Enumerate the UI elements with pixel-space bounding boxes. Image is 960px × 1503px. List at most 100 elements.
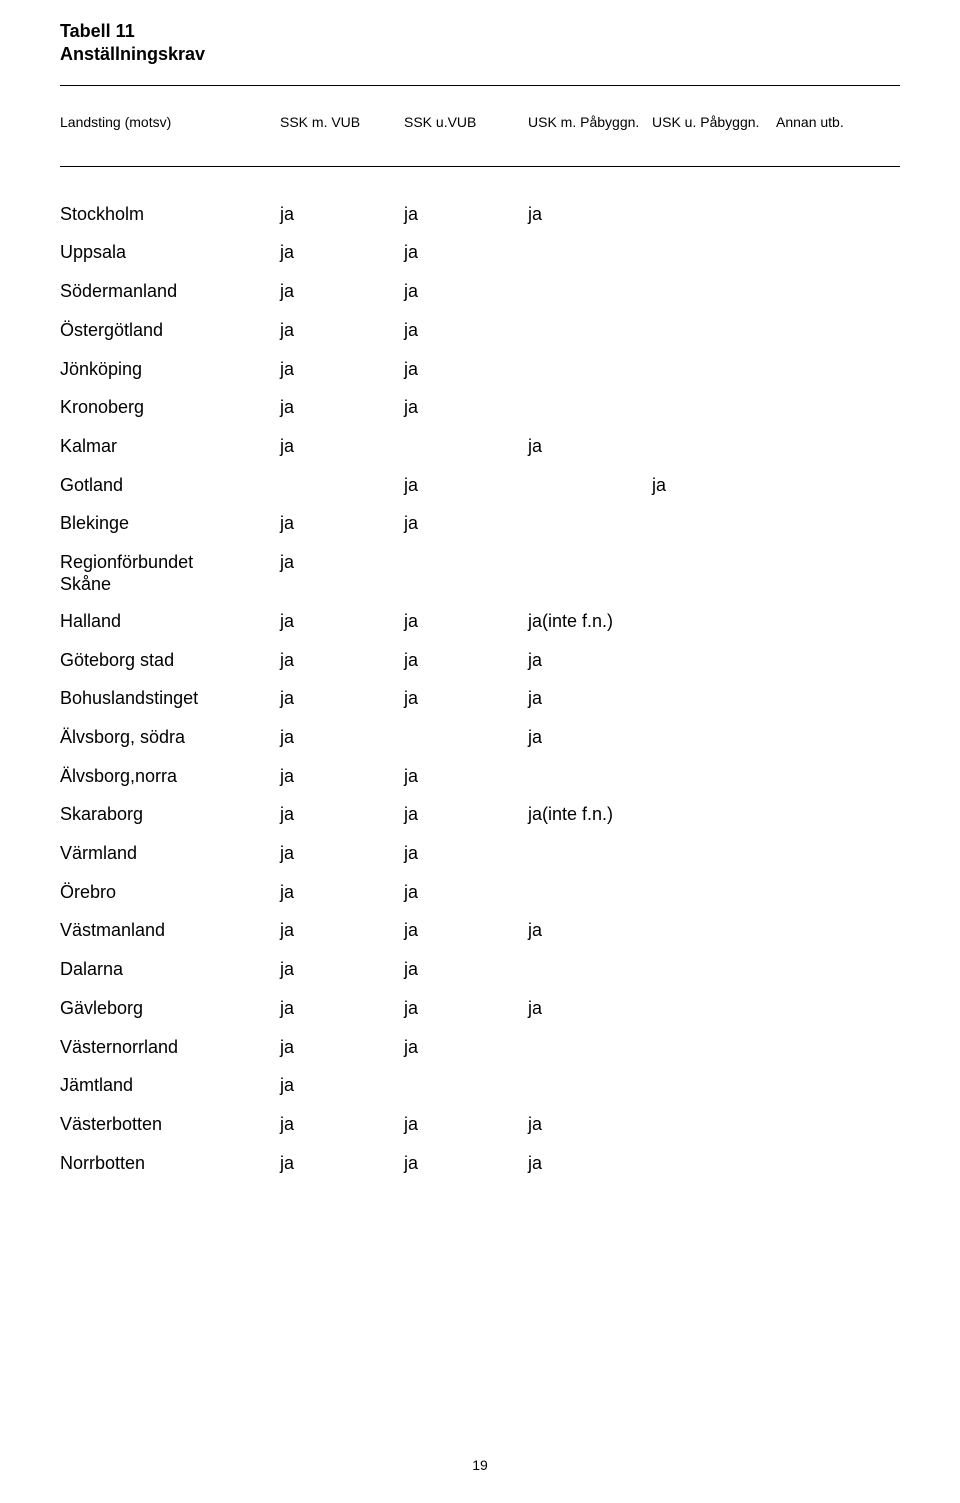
cell-name: Södermanland: [60, 272, 280, 311]
cell-c3: ja: [528, 989, 652, 1028]
table-row: Norrbottenjajaja: [60, 1144, 900, 1183]
cell-name: Gävleborg: [60, 989, 280, 1028]
cell-name: Bohuslandstinget: [60, 679, 280, 718]
table-row: Stockholmjajaja: [60, 195, 900, 234]
cell-name: Norrbotten: [60, 1144, 280, 1183]
cell-name: Kalmar: [60, 427, 280, 466]
cell-c2: ja: [404, 989, 528, 1028]
cell-name: Skaraborg: [60, 795, 280, 834]
table-row: Jönköpingjaja: [60, 350, 900, 389]
cell-c1: ja: [280, 757, 404, 796]
cell-name: Blekinge: [60, 504, 280, 543]
rule-top: [60, 85, 900, 86]
cell-c3: ja(inte f.n.): [528, 602, 652, 641]
cell-name: Stockholm: [60, 195, 280, 234]
table-row: Örebrojaja: [60, 873, 900, 912]
table-row: Hallandjajaja(inte f.n.): [60, 602, 900, 641]
table-row: Bohuslandstingetjajaja: [60, 679, 900, 718]
cell-name: Gotland: [60, 466, 280, 505]
cell-name: Dalarna: [60, 950, 280, 989]
table-row: Värmlandjaja: [60, 834, 900, 873]
cell-name: Värmland: [60, 834, 280, 873]
cell-name: Kronoberg: [60, 388, 280, 427]
cell-c2: ja: [404, 466, 528, 505]
header-c3: USK m. Påbyggn.: [528, 114, 652, 130]
cell-c1: ja: [280, 504, 404, 543]
header-c2: SSK u.VUB: [404, 114, 528, 130]
table-row: Älvsborg,norrajaja: [60, 757, 900, 796]
cell-name: Uppsala: [60, 233, 280, 272]
table-row: Gotland ja ja: [60, 466, 900, 505]
cell-name: Västernorrland: [60, 1028, 280, 1067]
page: Tabell 11 Anställningskrav Landsting (mo…: [0, 0, 960, 1503]
cell-c2: ja: [404, 834, 528, 873]
cell-name: Jämtland: [60, 1066, 280, 1105]
cell-c1: ja: [280, 311, 404, 350]
cell-name: Västmanland: [60, 911, 280, 950]
cell-c1: ja: [280, 388, 404, 427]
table-row: Blekingejaja: [60, 504, 900, 543]
cell-c3: ja: [528, 641, 652, 680]
cell-c2: ja: [404, 950, 528, 989]
cell-c2: ja: [404, 1105, 528, 1144]
cell-c1: ja: [280, 718, 404, 757]
cell-c1: ja: [280, 989, 404, 1028]
cell-c1: ja: [280, 543, 404, 582]
cell-c1: ja: [280, 427, 404, 466]
table-row: Kalmarjaja: [60, 427, 900, 466]
cell-c2: ja: [404, 311, 528, 350]
header-name: Landsting (motsv): [60, 114, 280, 130]
cell-name: Älvsborg, södra: [60, 718, 280, 757]
cell-name: Halland: [60, 602, 280, 641]
cell-c1: ja: [280, 233, 404, 272]
cell-c1: ja: [280, 272, 404, 311]
cell-c2: ja: [404, 679, 528, 718]
cell-c2: ja: [404, 350, 528, 389]
cell-name: Göteborg stad: [60, 641, 280, 680]
cell-c2: ja: [404, 641, 528, 680]
cell-name: Västerbotten: [60, 1105, 280, 1144]
header-c4: USK u. Påbyggn.: [652, 114, 776, 130]
cell-c1: ja: [280, 602, 404, 641]
cell-c2: ja: [404, 388, 528, 427]
cell-c1: ja: [280, 795, 404, 834]
cell-c1: ja: [280, 195, 404, 234]
cell-c2: ja: [404, 1144, 528, 1183]
table-row: Uppsalajaja: [60, 233, 900, 272]
cell-c3: ja: [528, 718, 652, 757]
table-row: Älvsborg, södrajaja: [60, 718, 900, 757]
cell-c1: ja: [280, 679, 404, 718]
cell-c2: ja: [404, 911, 528, 950]
header-c1: SSK m. VUB: [280, 114, 404, 130]
cell-c1: ja: [280, 911, 404, 950]
cell-c2: ja: [404, 795, 528, 834]
cell-c3: ja: [528, 679, 652, 718]
cell-c2: ja: [404, 602, 528, 641]
cell-name: Älvsborg,norra: [60, 757, 280, 796]
cell-c2: ja: [404, 195, 528, 234]
cell-c2: ja: [404, 233, 528, 272]
cell-c2: ja: [404, 272, 528, 311]
cell-c1: ja: [280, 950, 404, 989]
cell-c1: ja: [280, 1028, 404, 1067]
table-row: RegionförbundetSkåneja: [60, 543, 900, 602]
cell-name: Örebro: [60, 873, 280, 912]
cell-c3: ja(inte f.n.): [528, 795, 652, 834]
cell-c4: ja: [652, 466, 776, 505]
cell-c3: ja: [528, 1144, 652, 1183]
table-body: StockholmjajajaUppsalajajaSödermanlandja…: [60, 195, 900, 1183]
table-number: Tabell 11: [60, 20, 900, 43]
cell-c1: ja: [280, 1066, 404, 1105]
cell-c3: ja: [528, 1105, 652, 1144]
cell-c1: ja: [280, 873, 404, 912]
cell-c2: ja: [404, 504, 528, 543]
table-title: Anställningskrav: [60, 43, 900, 66]
table-row: Kronobergjaja: [60, 388, 900, 427]
table-row: Östergötlandjaja: [60, 311, 900, 350]
header-c5: Annan utb.: [776, 114, 900, 130]
cell-c2: ja: [404, 1028, 528, 1067]
cell-name: RegionförbundetSkåne: [60, 545, 280, 602]
cell-c1: ja: [280, 1144, 404, 1183]
cell-c1: ja: [280, 834, 404, 873]
table-row: Gävleborgjajaja: [60, 989, 900, 1028]
